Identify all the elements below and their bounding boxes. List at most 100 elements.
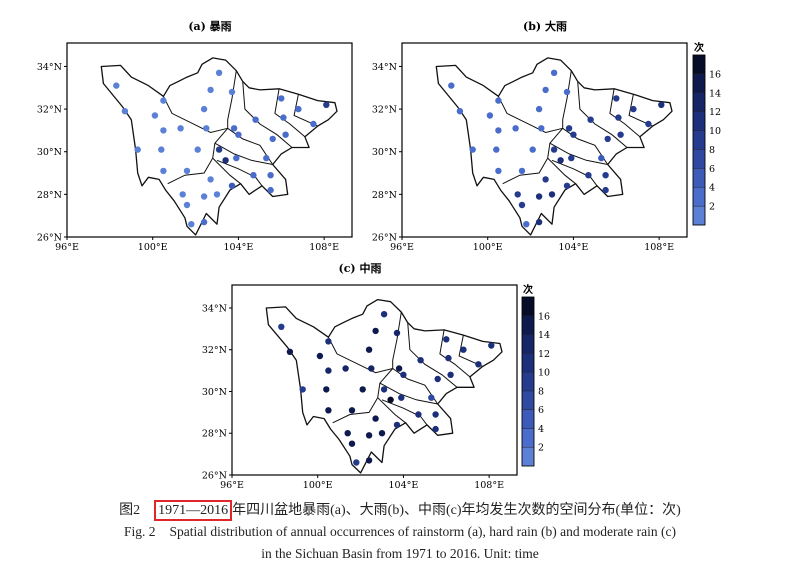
station-point — [378, 430, 386, 437]
station-point — [598, 154, 605, 162]
station-point — [372, 327, 379, 335]
station-point — [587, 116, 594, 123]
colorbar-tick-label: 4 — [538, 424, 544, 435]
station-point — [160, 127, 167, 134]
colorbar-segment — [692, 168, 706, 188]
station-point — [134, 146, 141, 153]
map-frame — [231, 284, 518, 476]
prefecture-boundary — [327, 336, 393, 374]
station-point — [250, 172, 257, 179]
station-point — [563, 88, 571, 96]
colorbar: 2 4 6 8 10 12 14 16 次 — [692, 41, 721, 226]
y-tick-label: 32°N — [202, 345, 227, 356]
colorbar-tick-label: 6 — [709, 164, 715, 175]
station-point — [456, 108, 464, 115]
station-point — [448, 82, 455, 89]
station-point — [282, 131, 289, 138]
station-point — [230, 125, 238, 132]
station-point — [365, 432, 373, 439]
station-point — [428, 394, 435, 401]
colorbar-tick-label: 16 — [709, 69, 721, 80]
station-point — [495, 97, 502, 104]
station-point — [348, 440, 356, 447]
station-point — [177, 125, 184, 132]
prefecture-boundary — [549, 142, 608, 165]
y-tick-label: 28°N — [202, 429, 227, 440]
province-outline — [435, 57, 673, 236]
y-tick-label: 30°N — [202, 387, 227, 398]
station-point — [557, 157, 564, 164]
colorbar-segment — [692, 130, 706, 150]
colorbar-tick-label: 2 — [538, 443, 544, 454]
station-point — [380, 386, 388, 393]
prefecture-boundary — [407, 322, 458, 388]
station-point — [542, 86, 549, 94]
station-point — [542, 176, 549, 183]
station-point — [568, 154, 575, 162]
station-point — [380, 311, 388, 318]
x-tick-label: 108°E — [474, 480, 504, 491]
colorbar-tick-label: 14 — [538, 330, 550, 341]
station-point — [514, 191, 521, 198]
x-tick-label: 96°E — [220, 480, 244, 491]
colorbar-tick-label: 10 — [709, 126, 721, 137]
station-point — [550, 146, 558, 153]
station-point — [630, 105, 637, 113]
station-point — [359, 386, 366, 393]
station-point — [615, 114, 622, 121]
station-point — [447, 371, 454, 378]
map-panel-a: (a) 暴雨 96°E 100°E 104°E 108°E 34°N 32°N 30°N 28°… — [37, 20, 353, 253]
colorbar-segment — [692, 149, 706, 169]
y-tick-label: 28°N — [37, 190, 62, 201]
station-point — [602, 172, 609, 179]
station-point — [325, 367, 332, 374]
station-point — [158, 146, 165, 153]
colorbar-segment — [521, 409, 535, 429]
colorbar-segment — [521, 296, 535, 316]
colorbar-tick-label: 2 — [709, 202, 715, 213]
colorbar-tick-label: 12 — [538, 349, 550, 360]
station-point — [469, 146, 476, 153]
x-tick-label: 104°E — [389, 480, 419, 491]
x-tick-label: 104°E — [559, 242, 589, 253]
y-tick-label: 32°N — [37, 105, 62, 116]
prefecture-boundary — [458, 334, 483, 367]
province-outline — [100, 57, 338, 236]
station-point — [563, 182, 571, 189]
station-point — [645, 120, 652, 128]
colorbar-unit-label: 次 — [523, 283, 533, 296]
y-tick-label: 34°N — [202, 303, 227, 314]
station-point — [323, 101, 330, 109]
x-tick-label: 100°E — [303, 480, 333, 491]
colorbar: 2 4 6 8 10 12 14 16 次 — [521, 283, 550, 467]
station-point — [432, 425, 439, 433]
caption-en-label: Fig. 2 — [124, 524, 156, 539]
y-tick-label: 34°N — [372, 62, 397, 73]
colorbar-segment — [692, 187, 706, 207]
colorbar-segment — [521, 447, 535, 467]
prefecture-boundary — [551, 159, 598, 187]
station-point — [310, 120, 317, 128]
station-point — [325, 407, 332, 414]
station-point — [215, 69, 223, 77]
y-tick-label: 30°N — [37, 147, 62, 158]
station-point — [393, 329, 401, 337]
colorbar-segment — [521, 390, 535, 410]
x-tick-label: 100°E — [473, 242, 503, 253]
station-point — [495, 127, 502, 134]
colorbar-segment — [521, 428, 535, 448]
station-point — [368, 365, 375, 372]
y-tick-label: 34°N — [37, 62, 62, 73]
colorbar-frame — [692, 54, 706, 226]
station-point — [200, 193, 208, 200]
colorbar-tick-label: 8 — [709, 145, 715, 156]
station-point — [207, 86, 214, 94]
station-point — [417, 357, 424, 364]
colorbar-tick-label: 12 — [709, 107, 721, 118]
station-point — [658, 101, 665, 109]
station-point — [495, 167, 502, 175]
prefecture-boundary — [628, 94, 653, 127]
station-point — [493, 146, 500, 153]
colorbar-segment — [692, 92, 706, 112]
